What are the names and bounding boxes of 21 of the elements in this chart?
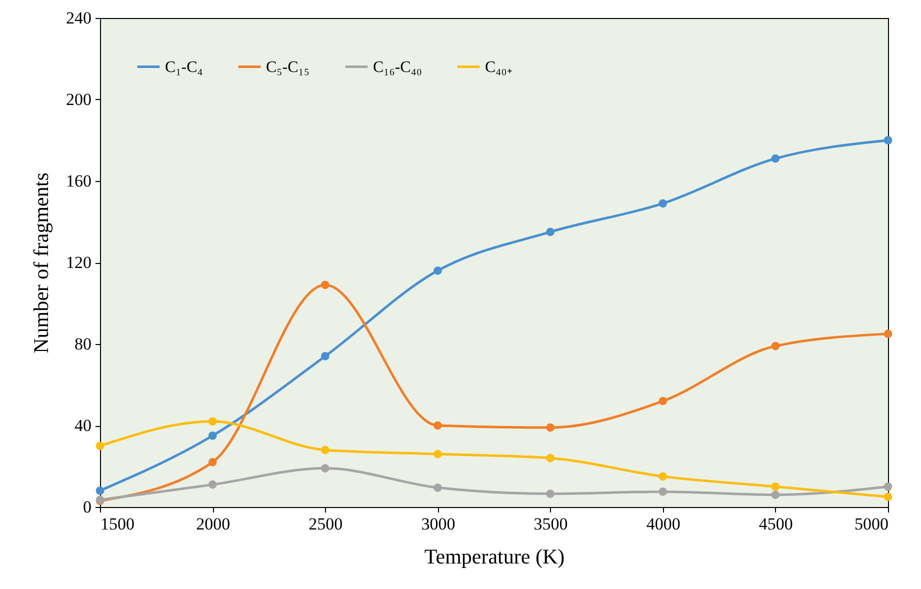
x-tick-label: 3500 [534,514,568,534]
y-tick-label: 80 [74,334,92,354]
x-tick-label: 5000 [854,514,888,534]
y-tick-label: 120 [66,253,92,272]
y-tick-label: 240 [66,8,92,28]
legend-label: C₅-C₁₅ [266,58,310,76]
y-axis-title: Number of fragments [29,172,53,354]
x-tick-label: 2000 [196,514,230,534]
legend-label: C₁-C₄ [165,58,204,76]
x-tick-label: 1500 [100,514,134,534]
x-axis-title: Temperature (K) [424,544,565,568]
y-tick-label: 40 [74,416,92,435]
y-tick-label: 0 [83,498,92,516]
x-tick-label: 4000 [646,514,680,534]
x-tick-label: 4500 [758,514,793,534]
legend-label: C₄₀₊ [485,58,512,76]
y-tick-label: 200 [66,90,92,109]
y-tick-label: 160 [66,172,92,190]
x-tick-label: 3000 [421,514,456,534]
legend-label: C₁₆-C₄₀ [373,58,422,76]
x-tick-label: 2500 [308,514,343,534]
